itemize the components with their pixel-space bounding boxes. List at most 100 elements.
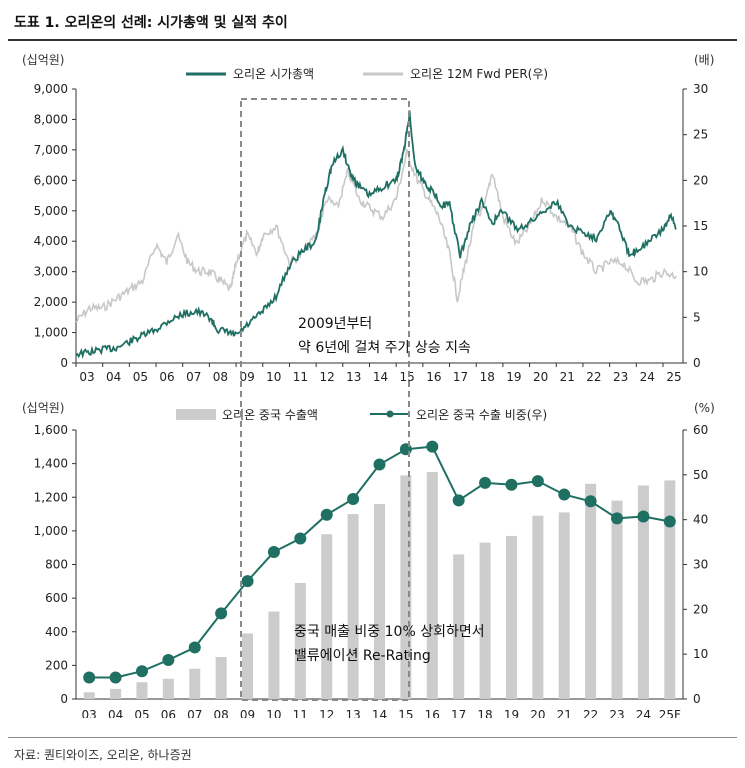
x-tick-label: 13 <box>346 370 361 384</box>
source-note: 자료: 퀀티와이즈, 오리온, 하나증권 <box>14 748 192 762</box>
y-tick-left-label: 1,200 <box>34 490 68 504</box>
y-tick-right-label: 30 <box>693 82 708 96</box>
china-export-chart: (십억원) (%)02004006008001,0001,2001,4001,60… <box>22 401 715 718</box>
y-tick-left-label: 9,000 <box>34 82 68 96</box>
marker-china-share <box>584 495 597 508</box>
y-tick-left-label: 5,000 <box>34 204 68 218</box>
y-tick-right-label: 10 <box>693 265 708 279</box>
marker-china-share <box>267 545 280 558</box>
bar-china-export <box>268 611 280 699</box>
annotation-line-2: 밸류에이션 Re-Rating <box>294 648 431 664</box>
x-tick-label: 14 <box>372 708 387 718</box>
legend-label-market-cap: 오리온 시가총액 <box>233 67 314 81</box>
bar-china-export <box>215 656 227 699</box>
x-tick-label: 10 <box>266 708 281 718</box>
marker-china-share <box>611 512 624 525</box>
y-unit-right: (배) <box>694 53 714 67</box>
marker-china-share <box>637 510 650 523</box>
legend-swatch-export <box>176 409 216 420</box>
y-tick-right-label: 0 <box>693 356 701 370</box>
x-tick-label: 06 <box>161 708 176 718</box>
marker-china-share <box>531 475 544 488</box>
y-tick-right-label: 20 <box>693 173 708 187</box>
y-tick-left-label: 1,600 <box>34 423 68 437</box>
x-tick-label: 22 <box>583 708 598 718</box>
x-tick-label: 16 <box>425 708 440 718</box>
annotation-line-1: 2009년부터 <box>298 316 372 332</box>
y-tick-right-label: 10 <box>693 647 708 661</box>
marker-china-share <box>479 476 492 489</box>
marker-china-share <box>135 665 148 678</box>
marker-china-share <box>241 575 254 588</box>
x-tick-label: 03 <box>82 708 97 718</box>
marker-china-share <box>109 671 122 684</box>
x-tick-label: 12 <box>319 370 334 384</box>
x-tick-label: 21 <box>557 708 572 718</box>
y-unit-left: (십억원) <box>22 53 64 67</box>
x-tick-label: 16 <box>426 370 441 384</box>
marker-china-share <box>663 515 676 528</box>
y-tick-right-label: 60 <box>693 423 708 437</box>
x-tick-label: 20 <box>530 708 545 718</box>
title-divider <box>8 39 737 41</box>
y-tick-right-label: 0 <box>693 692 701 706</box>
x-tick-label: 19 <box>506 370 521 384</box>
marker-china-share <box>505 478 518 491</box>
legend-label-export: 오리온 중국 수출액 <box>222 408 318 422</box>
y-tick-right-label: 50 <box>693 468 708 482</box>
x-tick-label: 05 <box>134 708 149 718</box>
x-tick-label: 24 <box>636 708 651 718</box>
x-tick-label: 23 <box>613 370 628 384</box>
y-tick-left-label: 1,000 <box>34 326 68 340</box>
y-tick-left-label: 8,000 <box>34 112 68 126</box>
legend-label-per: 오리온 12M Fwd PER(우) <box>410 67 548 81</box>
x-tick-label: 15 <box>400 370 415 384</box>
y-tick-right-label: 20 <box>693 602 708 616</box>
bar-china-export <box>611 500 623 699</box>
x-tick-label: 07 <box>186 370 201 384</box>
x-tick-label: 23 <box>609 708 624 718</box>
report-title: 도표 1. 오리온의 선례: 시가총액 및 실적 추이 <box>14 15 288 31</box>
bar-china-export <box>664 480 676 699</box>
x-tick-label: 12 <box>319 708 334 718</box>
x-tick-label: 14 <box>373 370 388 384</box>
annotation-line-1: 중국 매출 비중 10% 상회하면서 <box>294 624 485 640</box>
y-tick-left-label: 1,400 <box>34 457 68 471</box>
x-tick-label: 07 <box>187 708 202 718</box>
bar-china-export <box>294 582 306 699</box>
bar-china-export <box>110 688 122 699</box>
y-tick-left-label: 600 <box>45 591 68 605</box>
x-tick-label: 18 <box>480 370 495 384</box>
x-tick-label: 13 <box>345 708 360 718</box>
bar-china-export <box>558 512 570 699</box>
x-tick-label: 17 <box>453 370 468 384</box>
bar-china-export <box>321 534 333 699</box>
y-tick-right-label: 15 <box>693 219 708 233</box>
y-tick-right-label: 30 <box>693 558 708 572</box>
x-tick-label: 22 <box>586 370 601 384</box>
x-tick-label: 10 <box>266 370 281 384</box>
marker-china-share <box>399 443 412 456</box>
y-tick-left-label: 200 <box>45 658 68 672</box>
x-tick-label: 25 <box>666 370 681 384</box>
marker-china-share <box>347 493 360 506</box>
y-tick-left-label: 3,000 <box>34 265 68 279</box>
bar-china-export <box>347 514 359 699</box>
bar-china-export <box>400 475 412 699</box>
x-tick-label: 21 <box>560 370 575 384</box>
y-tick-right-label: 25 <box>693 128 708 142</box>
y-tick-left-label: 7,000 <box>34 143 68 157</box>
x-tick-label: 08 <box>213 370 228 384</box>
bar-china-export <box>453 554 465 699</box>
marker-china-share <box>426 440 439 453</box>
market-cap-per-chart: (십억원) (배) 0 1,000 2,000 3,000 4,000 5,000 6,000 7… <box>22 53 714 384</box>
x-tick-label: 03 <box>79 370 94 384</box>
marker-china-share <box>452 494 465 507</box>
legend-label-share: 오리온 중국 수출 비중(우) <box>416 408 547 422</box>
y-tick-left-label: 2,000 <box>34 295 68 309</box>
bar-china-export <box>426 472 438 699</box>
y-tick-left-label: 6,000 <box>34 173 68 187</box>
y-tick-left-label: 0 <box>60 692 68 706</box>
x-tick-label: 24 <box>640 370 655 384</box>
marker-china-share <box>373 458 386 471</box>
